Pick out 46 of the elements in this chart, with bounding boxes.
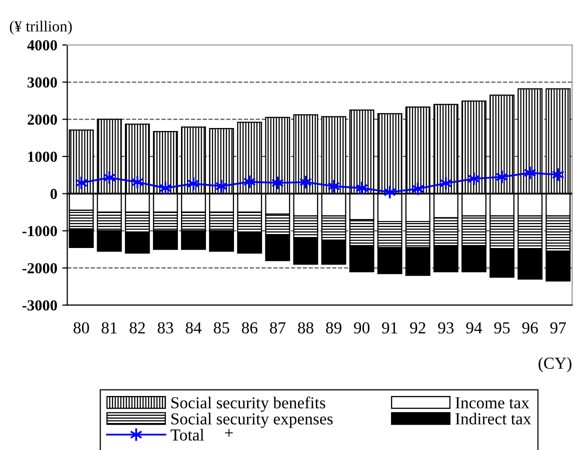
point xyxy=(131,174,144,190)
x-tick-label: 82 xyxy=(130,322,145,334)
x-tick-label: 88 xyxy=(298,322,314,334)
x-tick-label: 84 xyxy=(186,322,202,334)
x-tick-label: 90 xyxy=(354,322,370,334)
x-tick-label: 87 xyxy=(270,322,286,334)
point xyxy=(440,176,452,190)
y-axis-title: (¥ trillion) xyxy=(10,20,72,35)
y-tick-label: -3000 xyxy=(22,300,57,311)
x-tick-label: 95 xyxy=(494,322,510,334)
x-axis-title: (CY) xyxy=(538,357,572,372)
text: + xyxy=(225,428,233,437)
legend-label: Total xyxy=(170,428,204,441)
point xyxy=(468,172,480,186)
x-tick-label: 96 xyxy=(522,322,538,334)
y-tick-label: 0 xyxy=(50,188,57,200)
legend-label: Social security benefits xyxy=(171,396,326,412)
x-tick-label: 83 xyxy=(158,322,174,334)
point xyxy=(496,170,508,184)
x-tick-label: 91 xyxy=(382,322,398,334)
x-tick-label: 94 xyxy=(466,322,482,334)
legend-label: Income tax xyxy=(456,397,530,408)
legend-label: Social security expenses xyxy=(171,412,333,428)
y-tick-label: 4000 xyxy=(27,40,57,50)
x-tick-label: 89 xyxy=(326,322,342,334)
legend-label: Indirect tax xyxy=(456,412,532,424)
point xyxy=(524,166,536,180)
x-tick-label: 86 xyxy=(242,322,258,334)
y-tick-label: 1000 xyxy=(28,152,57,162)
y-tick-label: 2000 xyxy=(28,114,57,125)
x-tick-label: 80 xyxy=(74,322,89,334)
point xyxy=(552,168,564,182)
point xyxy=(187,176,200,191)
x-tick-label: 97 xyxy=(550,322,566,334)
point xyxy=(271,176,284,190)
x-tick-label: 85 xyxy=(214,322,230,334)
x-tick-label: 81 xyxy=(102,322,117,334)
y-tick-label: -1000 xyxy=(22,226,57,236)
x-tick-label: 93 xyxy=(438,322,454,334)
y-tick-label: -2000 xyxy=(22,263,57,274)
point xyxy=(159,180,172,196)
point xyxy=(215,179,228,194)
point xyxy=(412,182,424,196)
x-tick-label: 92 xyxy=(410,322,426,334)
point xyxy=(243,174,256,189)
y-tick-label: 3000 xyxy=(28,77,57,88)
